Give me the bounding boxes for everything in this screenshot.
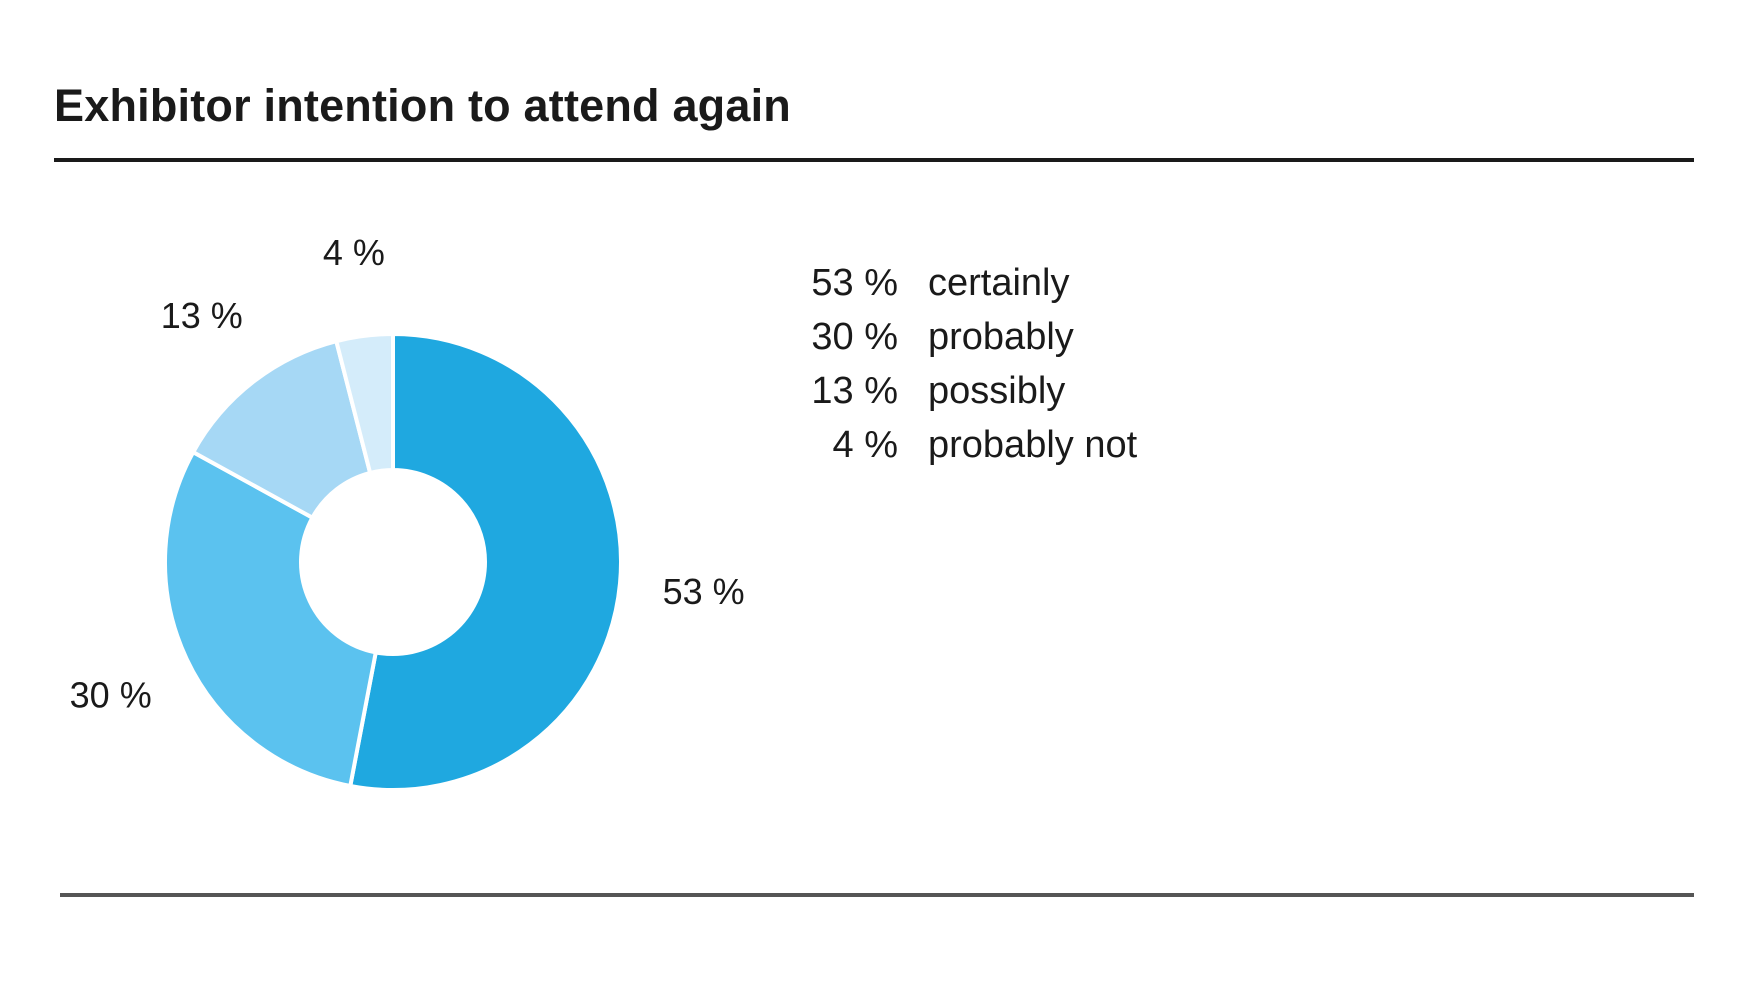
bottom-divider <box>60 893 1694 897</box>
legend-value: 53 % <box>811 262 898 304</box>
chart-title: Exhibitor intention to attend again <box>54 80 791 131</box>
legend-label: probably <box>928 316 1074 358</box>
legend-label: probably not <box>928 424 1138 466</box>
donut-slices <box>163 331 623 792</box>
legend-value: 30 % <box>811 316 898 358</box>
slice-labels: 53 % 30 % 13 % 4 % <box>70 232 745 715</box>
legend-value: 13 % <box>811 370 898 412</box>
legend-item: 53 % certainly <box>780 262 1137 316</box>
slice-label-possibly: 13 % <box>161 295 243 336</box>
legend-label: possibly <box>928 370 1066 412</box>
slice-label-certainly: 53 % <box>663 571 745 612</box>
slice-possibly <box>190 338 373 521</box>
slice-probably-not <box>333 331 395 476</box>
legend: 53 % certainly 30 % probably 13 % possib… <box>780 262 1137 478</box>
legend-value: 4 % <box>832 424 898 466</box>
legend-item: 4 % probably not <box>780 424 1138 478</box>
top-divider <box>54 158 1694 162</box>
slice-probably <box>163 449 379 789</box>
legend-item: 30 % probably <box>780 316 1137 370</box>
slice-label-probably: 30 % <box>70 674 152 715</box>
legend-item: 13 % possibly <box>780 370 1137 424</box>
slice-certainly <box>347 331 623 792</box>
slice-label-probably-not: 4 % <box>323 232 385 273</box>
legend-label: certainly <box>928 262 1070 304</box>
